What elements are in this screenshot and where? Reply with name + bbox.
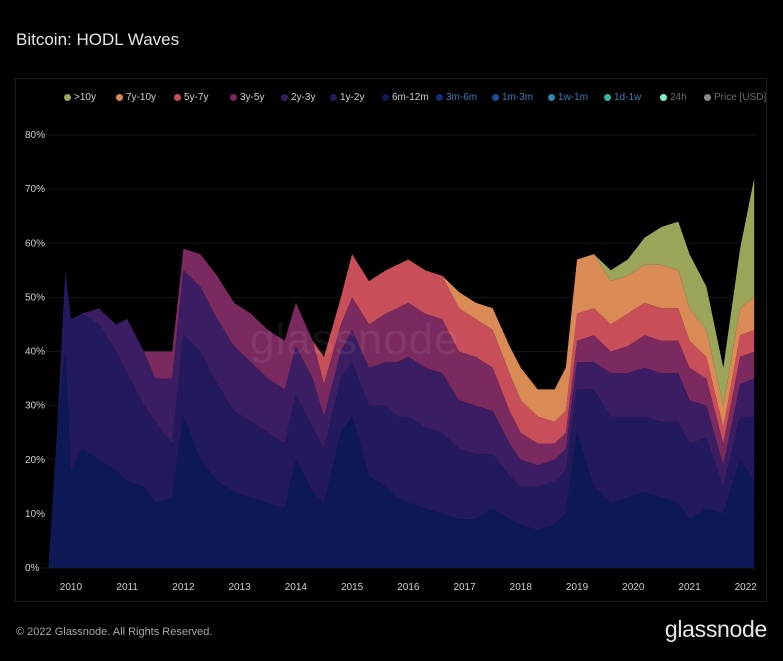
- x-tick-label: 2011: [116, 582, 138, 593]
- x-tick-label: 2012: [172, 582, 195, 593]
- legend-item-3y-5y[interactable]: 3y-5y: [230, 92, 264, 103]
- x-tick-label: 2014: [285, 582, 308, 593]
- page-title: Bitcoin: HODL Waves: [16, 30, 180, 49]
- x-tick-label: 2022: [735, 582, 758, 593]
- legend-label: 1m-3m: [502, 92, 534, 103]
- y-tick-label: 0%: [25, 563, 40, 574]
- legend-item-7y-10y[interactable]: 7y-10y: [116, 92, 156, 103]
- legend-label: 7y-10y: [126, 92, 157, 103]
- x-tick-label: 2019: [566, 582, 589, 593]
- series-area-5y-7y: [48, 248, 755, 568]
- legend-label: 3m-6m: [446, 92, 478, 103]
- legend-item-1m-3m[interactable]: 1m-3m: [492, 92, 533, 103]
- x-tick-label: 2010: [60, 582, 83, 593]
- series-area-3y-5y: [48, 248, 755, 568]
- x-tick-label: 2016: [397, 582, 420, 593]
- series-area-6m-12m: [48, 351, 755, 568]
- legend-item-24h[interactable]: 24h: [660, 92, 687, 103]
- y-tick-label: 70%: [25, 184, 45, 195]
- legend-swatch: [330, 94, 337, 101]
- legend-label: 3y-5y: [240, 92, 265, 103]
- legend-label: 6m-12m: [392, 92, 429, 103]
- legend-item-price-usd[interactable]: Price [USD]: [704, 92, 766, 103]
- legend-swatch: [174, 94, 181, 101]
- x-tick-label: 2020: [622, 582, 645, 593]
- legend-swatch: [281, 94, 288, 101]
- x-tick-label: 2015: [341, 582, 364, 593]
- y-tick-labels: 0% 10% 20% 30% 40% 50% 60% 70% 80%: [25, 130, 45, 574]
- y-tick-label: 20%: [25, 455, 45, 466]
- x-tick-label: 2013: [229, 582, 252, 593]
- area-layer: [48, 178, 755, 569]
- watermark: glassnode: [250, 315, 460, 364]
- x-tick-label: 2021: [678, 582, 701, 593]
- legend-swatch: [64, 94, 71, 101]
- legend-item-1d-1w[interactable]: 1d-1w: [604, 92, 641, 103]
- legend-label: >10y: [74, 92, 96, 103]
- legend-swatch: [116, 94, 123, 101]
- legend-label: 1d-1w: [614, 92, 642, 103]
- y-tick-label: 60%: [25, 238, 45, 249]
- x-tick-labels: 2010 2011 2012 2013 2014 2015 2016 2017 2018 2019…: [60, 582, 758, 593]
- legend-label: 24h: [670, 92, 687, 103]
- y-tick-label: 30%: [25, 401, 45, 412]
- legend-swatch: [436, 94, 443, 101]
- legend-item-6m-12m[interactable]: 6m-12m: [382, 92, 429, 103]
- y-tick-label: 50%: [25, 292, 45, 303]
- legend-item-gt10y[interactable]: >10y: [64, 92, 96, 103]
- x-tick-label: 2017: [453, 582, 476, 593]
- legend-swatch: [230, 94, 237, 101]
- y-tick-label: 80%: [25, 130, 45, 141]
- legend-item-2y-3y[interactable]: 2y-3y: [281, 92, 315, 103]
- legend-item-1w-1m[interactable]: 1w-1m: [548, 92, 588, 103]
- series-area-1y-2y: [48, 270, 755, 568]
- legend-label: 1w-1m: [558, 92, 589, 103]
- legend-item-3m-6m[interactable]: 3m-6m: [436, 92, 477, 103]
- glassnode-logo: glassnode: [664, 616, 767, 642]
- series-area-2y-3y: [48, 270, 755, 568]
- legend-swatch: [704, 94, 711, 101]
- legend-swatch: [660, 94, 667, 101]
- legend-swatch: [492, 94, 499, 101]
- legend-item-5y-7y[interactable]: 5y-7y: [174, 92, 208, 103]
- legend-label: Price [USD]: [714, 92, 767, 103]
- legend-swatch: [604, 94, 611, 101]
- legend-label: 1y-2y: [340, 92, 365, 103]
- legend-label: 2y-3y: [291, 92, 316, 103]
- copyright-footer: © 2022 Glassnode. All Rights Reserved.: [16, 626, 213, 638]
- legend-label: 5y-7y: [184, 92, 209, 103]
- y-tick-label: 10%: [25, 509, 45, 520]
- legend-swatch: [548, 94, 555, 101]
- y-tick-label: 40%: [25, 347, 45, 358]
- legend-swatch: [382, 94, 389, 101]
- x-tick-label: 2018: [510, 582, 533, 593]
- legend-item-1y-2y[interactable]: 1y-2y: [330, 92, 364, 103]
